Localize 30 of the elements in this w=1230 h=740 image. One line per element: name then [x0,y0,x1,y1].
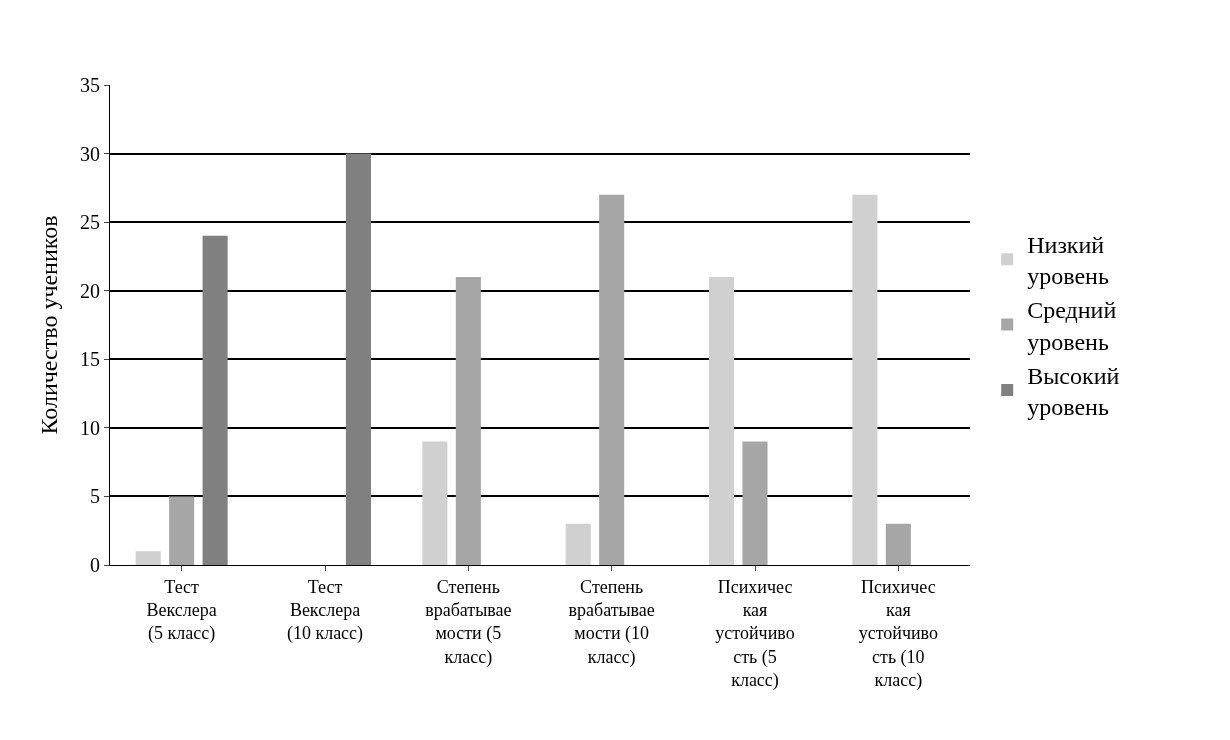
bar [565,523,591,565]
y-tick-label: 35 [80,74,100,96]
bar [599,194,625,565]
x-tick-label: Тест Векслера (10 класс) [286,576,364,645]
y-tick-label: 30 [80,142,100,165]
legend-label: Высокий уровень [1027,362,1120,420]
bar [885,523,911,565]
bar [455,277,481,565]
y-tick-label: 0 [90,554,100,576]
bar [169,496,195,565]
bar [709,277,735,565]
legend-label: Низкий уровень [1027,231,1109,290]
bar [852,194,878,565]
x-tick-label: Степень врабатывае мости (5 класс) [425,576,512,668]
x-tick-label: Психичес кая устойчиво сть (5 класс) [715,576,795,692]
y-tick-label: 20 [80,279,100,302]
x-tick-label: Степень врабатывае мости (10 класс) [568,576,655,668]
bar [742,441,768,565]
legend-label: Средний уровень [1027,297,1117,355]
bar [345,153,371,565]
bar [202,235,228,565]
y-axis-title: Количество учеников [36,215,63,435]
y-tick-label: 25 [80,211,100,234]
bar [422,441,448,565]
y-tick-label: 15 [80,348,100,371]
x-tick-label: Тест Векслера (5 класс) [146,576,217,645]
bar [135,551,161,565]
x-tick-label: Психичес кая устойчиво сть (10 класс) [858,576,938,692]
y-tick-label: 5 [90,485,100,508]
y-tick-label: 10 [80,416,100,439]
